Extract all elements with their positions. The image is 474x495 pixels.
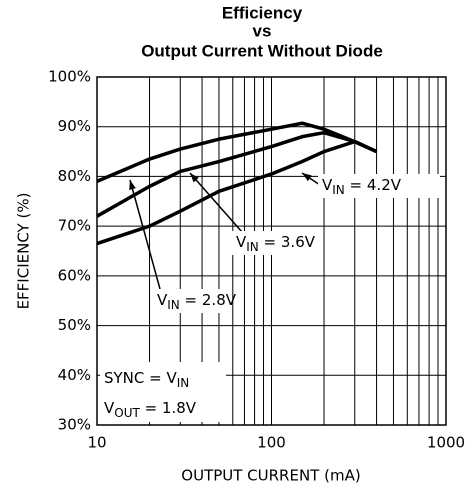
annotation: VOUT = 1.8V	[104, 399, 197, 420]
x-tick-label: 100	[257, 434, 286, 452]
legend-entry: VIN = 3.6V	[236, 233, 316, 254]
label-part: V	[157, 291, 168, 309]
title-line: Output Current Without Diode	[141, 41, 383, 60]
y-tick-label: 50%	[58, 316, 91, 334]
y-tick-label: 60%	[58, 266, 91, 284]
y-tick-label: 80%	[58, 167, 91, 185]
label-part: SYNC = V	[104, 369, 177, 387]
annotation-bg	[100, 362, 226, 422]
annotation: SYNC = VIN	[104, 369, 189, 390]
label-bg	[318, 174, 440, 198]
label-part: = 2.8V	[180, 291, 237, 309]
plot-frame	[96, 76, 447, 426]
title-line: Efficiency	[222, 3, 303, 22]
legend-entry: VIN = 4.2V	[322, 176, 402, 197]
arrow-head	[302, 173, 312, 182]
subscript: OUT	[114, 406, 140, 420]
efficiency-curve	[96, 130, 378, 218]
subscript: IN	[246, 240, 259, 254]
efficiency-curve	[96, 121, 378, 184]
y-tick-label: 30%	[58, 416, 91, 434]
subscript: IN	[167, 298, 180, 312]
arrow	[129, 179, 161, 290]
label-text: VOUT = 1.8V	[104, 399, 197, 420]
label-part: V	[236, 233, 247, 251]
label-part: = 3.6V	[259, 233, 316, 251]
label-text: VIN = 4.2V	[322, 176, 402, 197]
x-tick-label: 1000	[427, 434, 465, 452]
label-text: SYNC = VIN	[104, 369, 189, 390]
label-bg	[153, 289, 231, 313]
efficiency-curve	[96, 139, 378, 246]
label-part: V	[322, 176, 333, 194]
label-text: VIN = 2.8V	[157, 291, 237, 312]
y-tick-label: 40%	[58, 366, 91, 384]
title-line: vs	[253, 21, 272, 40]
subscript: IN	[177, 376, 190, 390]
y-axis-label: EFFICIENCY (%)	[15, 193, 33, 310]
arrow-head	[129, 180, 136, 190]
arrow	[189, 172, 243, 233]
arrow-head	[190, 173, 199, 183]
y-tick-label: 70%	[58, 217, 91, 235]
label-part: V	[104, 399, 115, 417]
subscript: IN	[332, 183, 345, 197]
label-part: = 4.2V	[345, 176, 402, 194]
y-tick-label: 100%	[48, 68, 91, 86]
y-tick-label: 90%	[58, 117, 91, 135]
label-text: VIN = 3.6V	[236, 233, 316, 254]
x-tick-label: 10	[87, 434, 106, 452]
legend-entry: VIN = 2.8V	[157, 291, 237, 312]
x-axis-label: OUTPUT CURRENT (mA)	[181, 467, 360, 485]
label-bg	[232, 231, 312, 255]
label-part: = 1.8V	[140, 399, 197, 417]
